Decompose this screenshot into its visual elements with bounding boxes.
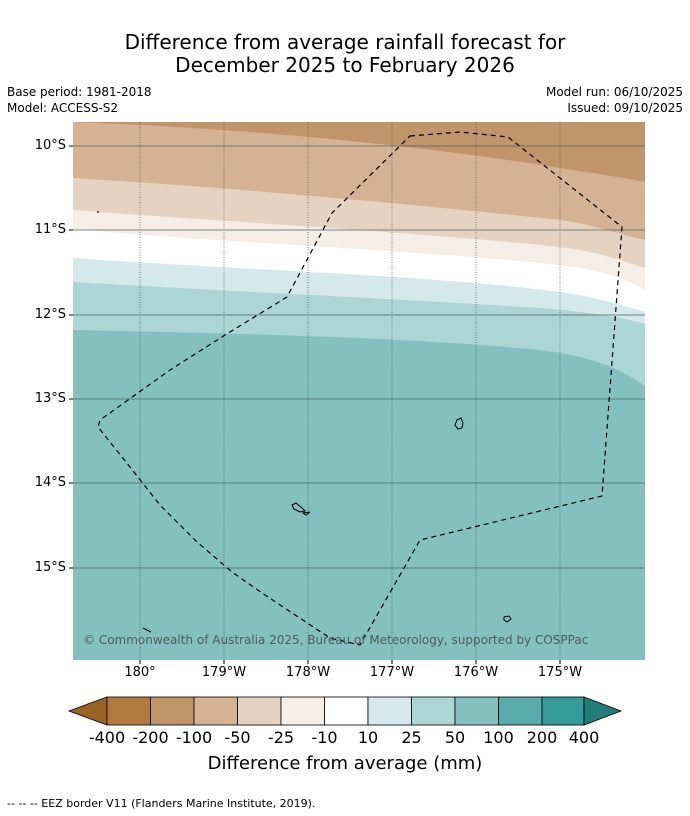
lat-label-10s: 10°S bbox=[34, 138, 66, 153]
colorbar-swatch-8 bbox=[454, 696, 499, 726]
lon-label-177w: 177°W bbox=[369, 665, 415, 680]
colorbar-title: Difference from average (mm) bbox=[207, 753, 483, 774]
colorbar-swatch-3 bbox=[237, 696, 282, 726]
island-southeast bbox=[503, 615, 512, 623]
colorbar-high-extend bbox=[583, 696, 623, 726]
colorbar-swatch-6 bbox=[367, 696, 412, 726]
map-frame bbox=[69, 145, 561, 664]
issued-date: Issued: 09/10/2025 bbox=[567, 101, 683, 115]
eez-legend-footnote: -- -- -- EEZ border V11 (Flanders Marine… bbox=[7, 797, 316, 810]
colorbar-swatch-2 bbox=[193, 696, 238, 726]
lon-label-175w: 175°W bbox=[537, 665, 583, 680]
colorbar-tick-9: 100 bbox=[483, 728, 514, 747]
model-run: Model run: 06/10/2025 bbox=[545, 85, 683, 99]
colorbar-tick-5: -10 bbox=[311, 728, 338, 747]
model-name: Model: ACCESS-S2 bbox=[7, 101, 119, 115]
colorbar-swatch-0 bbox=[106, 696, 151, 726]
islands bbox=[97, 211, 512, 633]
eez-border bbox=[97, 131, 623, 646]
colorbar-swatch-1 bbox=[150, 696, 195, 726]
colorbar-tick-3: -50 bbox=[224, 728, 251, 747]
meta-right: Model run: 06/10/2025 Issued: 09/10/2025 bbox=[546, 84, 683, 116]
lat-label-12s: 12°S bbox=[34, 307, 66, 322]
colorbar-tick-4: -25 bbox=[267, 728, 295, 747]
colorbar-tick-0: -400 bbox=[88, 728, 126, 747]
lat-label-13s: 13°S bbox=[34, 391, 66, 406]
island-southwest bbox=[142, 627, 152, 633]
island-central bbox=[291, 502, 307, 513]
lon-label-178w: 178°W bbox=[285, 665, 331, 680]
colorbar-tick-10: 200 bbox=[526, 728, 558, 747]
meta-left: Base period: 1981-2018 Model: ACCESS-S2 bbox=[7, 84, 152, 116]
lat-label-11s: 11°S bbox=[34, 222, 66, 237]
lon-label-176w: 176°W bbox=[453, 665, 499, 680]
colorbar-tick-11: 400 bbox=[568, 728, 600, 747]
map-title-line-1: Difference from average rainfall forecas… bbox=[124, 30, 566, 54]
colorbar-tick-2: -100 bbox=[175, 728, 213, 747]
colorbar-swatch-10 bbox=[541, 696, 585, 726]
colorbar bbox=[67, 696, 623, 726]
lat-label-15s: 15°S bbox=[34, 560, 66, 575]
colorbar-tick-8: 50 bbox=[444, 728, 466, 747]
island-east bbox=[454, 417, 464, 430]
map-title: Difference from average rainfall forecas… bbox=[0, 31, 690, 77]
copyright-notice: © Commonwealth of Australia 2025, Bureau… bbox=[83, 633, 589, 647]
colorbar-tick-7: 25 bbox=[401, 728, 422, 747]
band-minus100-minus200 bbox=[73, 122, 645, 182]
lon-label-180: 180° bbox=[124, 665, 156, 680]
island-central-small bbox=[301, 511, 311, 516]
colorbar-swatch-7 bbox=[411, 696, 456, 726]
colorbar-swatch-5 bbox=[324, 696, 369, 726]
colorbar-tick-6: 10 bbox=[357, 728, 379, 747]
lon-label-179w: 179°W bbox=[201, 665, 247, 680]
colorbar-swatch-9 bbox=[498, 696, 543, 726]
colorbar-low-extend bbox=[67, 696, 108, 726]
colorbar-tick-1: -200 bbox=[132, 728, 169, 747]
rainfall-anomaly-bands bbox=[73, 122, 645, 660]
map-title-line-2: December 2025 to February 2026 bbox=[175, 53, 515, 77]
lat-label-14s: 14°S bbox=[34, 475, 66, 490]
map-gridlines bbox=[73, 122, 645, 660]
colorbar-swatch-4 bbox=[280, 696, 325, 726]
base-period: Base period: 1981-2018 bbox=[7, 85, 152, 99]
